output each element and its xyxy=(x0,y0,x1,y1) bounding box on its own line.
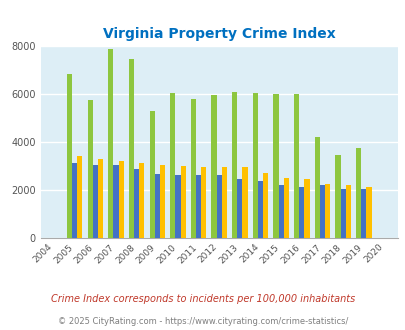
Bar xyxy=(139,163,144,238)
Bar xyxy=(113,165,118,238)
Bar xyxy=(170,93,175,238)
Bar xyxy=(180,166,185,238)
Bar xyxy=(232,92,237,238)
Text: Crime Index corresponds to incidents per 100,000 inhabitants: Crime Index corresponds to incidents per… xyxy=(51,294,354,304)
Bar xyxy=(365,187,371,238)
Bar xyxy=(200,167,206,238)
Bar xyxy=(221,167,226,238)
Bar xyxy=(175,176,180,238)
Bar xyxy=(216,176,221,238)
Bar xyxy=(355,148,360,238)
Bar xyxy=(304,179,309,238)
Bar xyxy=(87,100,92,238)
Bar xyxy=(67,74,72,238)
Bar xyxy=(72,163,77,238)
Bar xyxy=(237,179,242,238)
Text: © 2025 CityRating.com - https://www.cityrating.com/crime-statistics/: © 2025 CityRating.com - https://www.city… xyxy=(58,317,347,326)
Bar xyxy=(345,185,350,238)
Bar xyxy=(108,49,113,238)
Bar xyxy=(196,176,200,238)
Bar xyxy=(252,93,257,238)
Bar xyxy=(283,178,288,238)
Bar xyxy=(154,174,160,238)
Bar xyxy=(77,156,82,238)
Bar xyxy=(160,165,164,238)
Bar xyxy=(314,137,319,238)
Bar xyxy=(278,185,283,238)
Bar xyxy=(128,59,134,238)
Bar xyxy=(273,94,278,238)
Bar xyxy=(149,111,154,238)
Bar xyxy=(92,165,98,238)
Bar xyxy=(298,187,304,238)
Bar xyxy=(335,155,340,238)
Bar xyxy=(319,185,324,238)
Title: Virginia Property Crime Index: Virginia Property Crime Index xyxy=(102,27,335,41)
Bar xyxy=(190,99,196,238)
Bar xyxy=(98,159,103,238)
Bar xyxy=(360,188,365,238)
Bar xyxy=(324,184,329,238)
Bar xyxy=(134,169,139,238)
Bar xyxy=(257,182,262,238)
Bar xyxy=(262,173,268,238)
Bar xyxy=(118,161,124,238)
Bar xyxy=(211,95,216,238)
Bar xyxy=(340,188,345,238)
Bar xyxy=(242,167,247,238)
Bar xyxy=(293,94,298,238)
